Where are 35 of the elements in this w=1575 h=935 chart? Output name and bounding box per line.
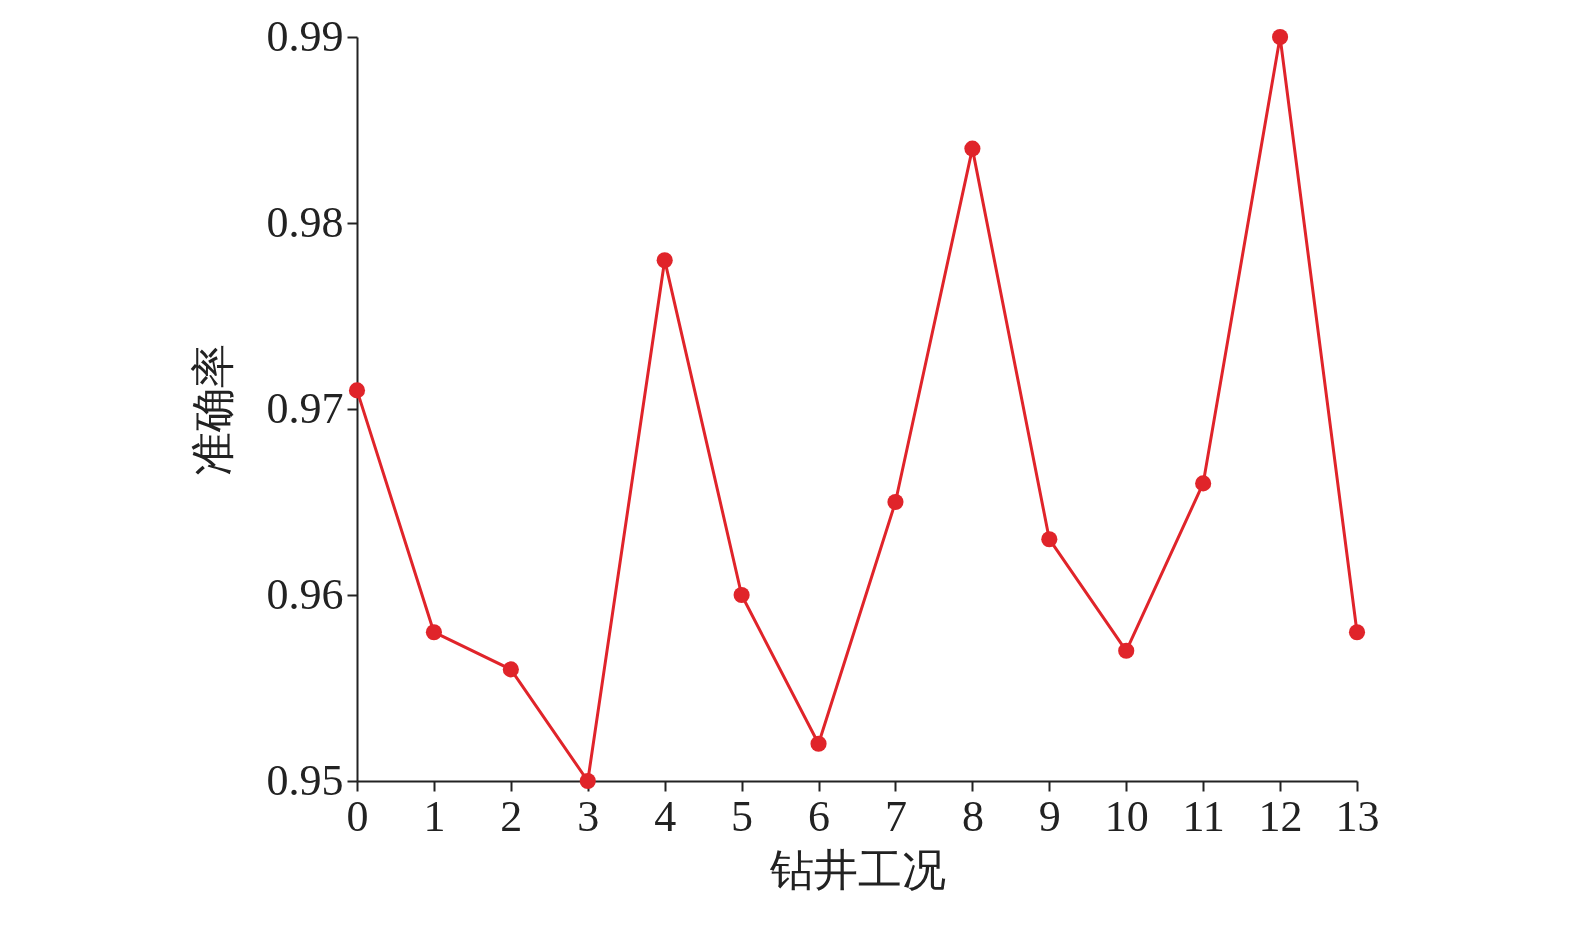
point bbox=[1272, 28, 1289, 46]
x-tick-label: 10 bbox=[1104, 791, 1149, 841]
y-tick-label: 0.99 bbox=[266, 11, 344, 61]
y-tick-label: 0.98 bbox=[266, 197, 344, 247]
point bbox=[964, 140, 981, 157]
x-axis-title: 钻井工况 bbox=[768, 845, 946, 895]
x-tick-label: 12 bbox=[1258, 791, 1303, 841]
point bbox=[348, 382, 366, 399]
y-tick-label: 0.97 bbox=[266, 383, 344, 433]
point bbox=[1195, 475, 1212, 492]
x-tick-label: 7 bbox=[884, 791, 907, 841]
y-axis-title: 准确率 bbox=[188, 343, 238, 476]
point bbox=[579, 772, 596, 790]
point bbox=[502, 661, 519, 678]
y-tick-label: 0.96 bbox=[266, 569, 344, 619]
point bbox=[1041, 531, 1058, 548]
point bbox=[425, 624, 442, 641]
x-tick-label: 4 bbox=[654, 791, 677, 841]
x-tick-label: 11 bbox=[1182, 791, 1225, 841]
x-tick-label: 5 bbox=[731, 791, 754, 841]
x-tick-label: 2 bbox=[500, 791, 523, 841]
point bbox=[1118, 642, 1135, 659]
x-tick-label: 0 bbox=[346, 791, 369, 841]
x-tick-label: 6 bbox=[808, 791, 831, 841]
x-tick-label: 3 bbox=[577, 791, 600, 841]
point bbox=[733, 586, 750, 604]
x-tick-label: 1 bbox=[423, 791, 446, 841]
x-tick-label: 9 bbox=[1038, 791, 1061, 841]
point bbox=[810, 735, 827, 752]
point bbox=[1348, 624, 1366, 641]
x-tick-label: 8 bbox=[961, 791, 984, 841]
point bbox=[887, 493, 904, 511]
y-tick-label: 0.95 bbox=[266, 755, 344, 805]
point bbox=[656, 252, 673, 269]
x-tick-label: 13 bbox=[1335, 791, 1380, 841]
